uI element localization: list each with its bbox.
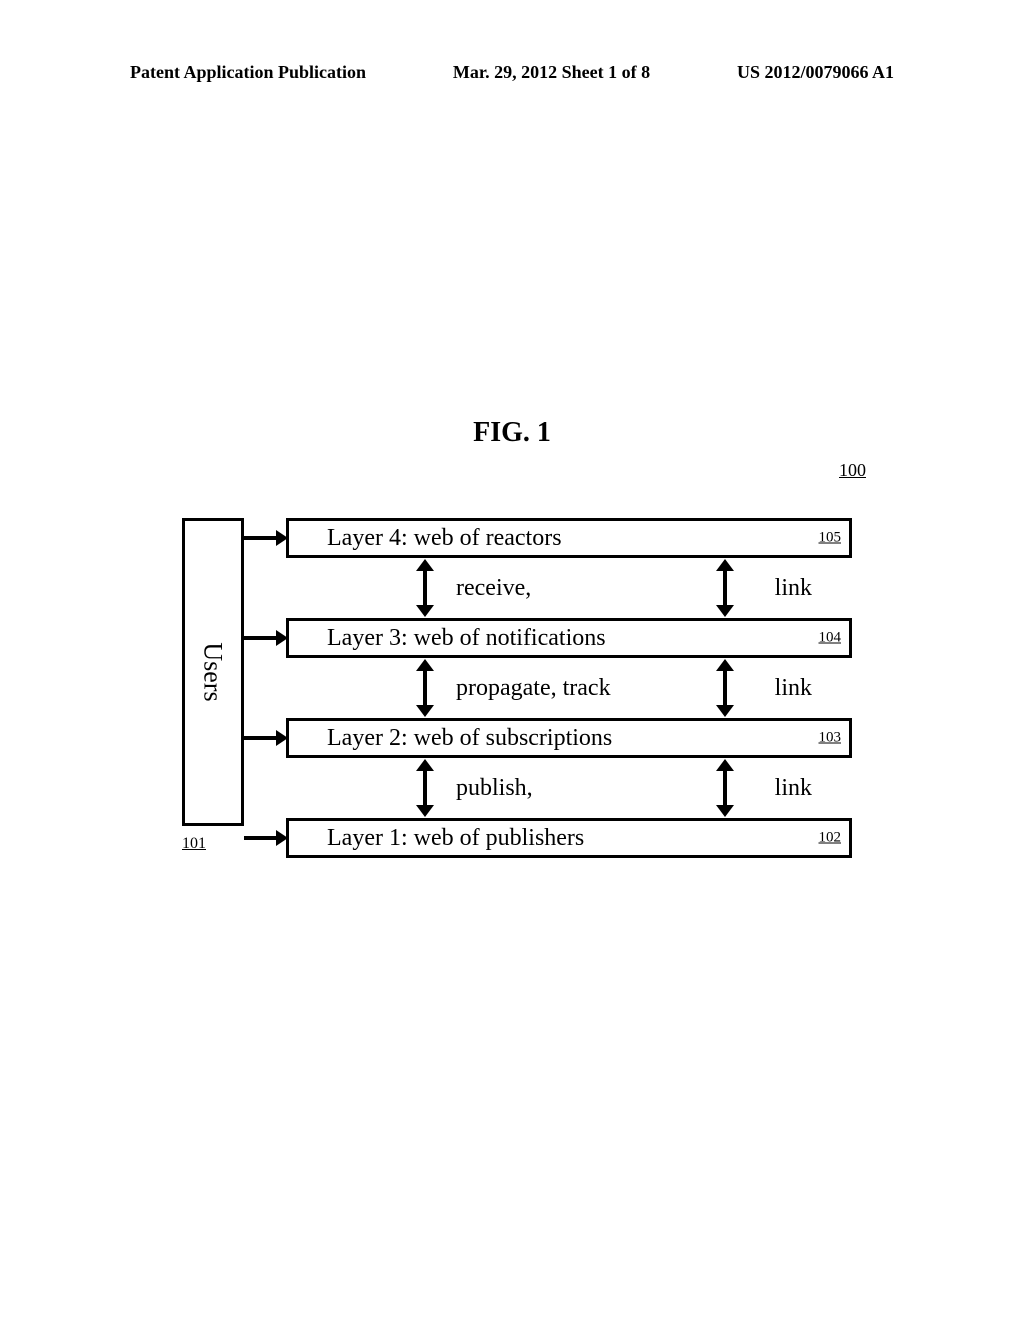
gap-1-right-label: link: [775, 575, 812, 602]
gap-3-right-label: link: [775, 775, 812, 802]
layer-4-ref: 105: [819, 530, 842, 547]
arrow-link-2-icon: [716, 661, 734, 715]
figure-title: FIG. 1: [0, 417, 1024, 449]
page-header: Patent Application Publication Mar. 29, …: [0, 62, 1024, 83]
gap-row-2: propagate, track link: [286, 658, 852, 718]
header-right: US 2012/0079066 A1: [737, 62, 894, 83]
layer-4-label: Layer 4: web of reactors: [327, 525, 562, 552]
gap-1-mid-label: receive,: [456, 575, 531, 602]
arrow-users-to-layer2: [244, 733, 286, 743]
gap-row-3: publish, link: [286, 758, 852, 818]
arrow-receive-icon: [416, 561, 434, 615]
figure-diagram: Users 101 Layer 4: web of reactors 105 r…: [182, 518, 852, 863]
users-label: Users: [198, 642, 228, 701]
arrow-propagate-icon: [416, 661, 434, 715]
layer-1-label: Layer 1: web of publishers: [327, 825, 584, 852]
layer-area: Layer 4: web of reactors 105 receive, li…: [244, 518, 852, 863]
layer-1-ref: 102: [819, 830, 842, 847]
layer-3-ref: 104: [819, 630, 842, 647]
header-middle: Mar. 29, 2012 Sheet 1 of 8: [453, 62, 650, 83]
arrow-users-to-layer4: [244, 533, 286, 543]
layer-4-box: Layer 4: web of reactors 105: [286, 518, 852, 558]
layer-1-box: Layer 1: web of publishers 102: [286, 818, 852, 858]
layer-3-box: Layer 3: web of notifications 104: [286, 618, 852, 658]
gap-2-right-label: link: [775, 675, 812, 702]
layer-2-ref: 103: [819, 730, 842, 747]
layer-2-box: Layer 2: web of subscriptions 103: [286, 718, 852, 758]
layer-3-label: Layer 3: web of notifications: [327, 625, 606, 652]
arrow-publish-icon: [416, 761, 434, 815]
header-left: Patent Application Publication: [130, 62, 366, 83]
users-ref-101: 101: [182, 835, 206, 853]
gap-row-1: receive, link: [286, 558, 852, 618]
users-box: Users: [182, 518, 244, 826]
arrow-users-to-layer1: [244, 833, 286, 843]
arrow-link-3-icon: [716, 761, 734, 815]
arrow-users-to-layer3: [244, 633, 286, 643]
layer-2-label: Layer 2: web of subscriptions: [327, 725, 612, 752]
gap-3-mid-label: publish,: [456, 775, 533, 802]
figure-ref-100: 100: [839, 460, 866, 481]
gap-2-mid-label: propagate, track: [456, 675, 611, 702]
arrow-link-1-icon: [716, 561, 734, 615]
